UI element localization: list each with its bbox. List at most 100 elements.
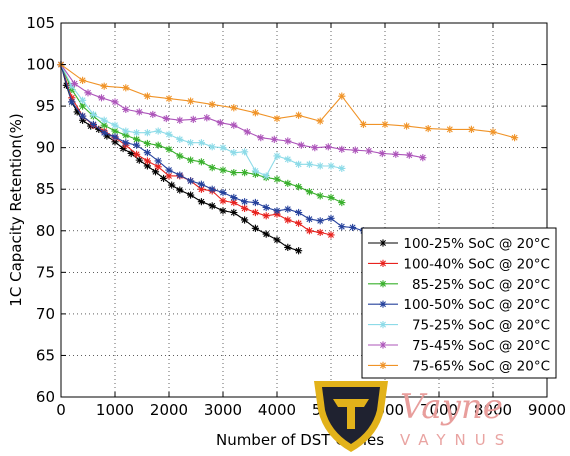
- watermark-shield-icon: [314, 381, 388, 452]
- axis-ticks: 0100020003000400050006000700080009000606…: [26, 14, 566, 419]
- legend-swatch-marker: [379, 280, 387, 288]
- legend-swatch-marker: [379, 300, 387, 308]
- data-point: [338, 145, 346, 153]
- data-point: [273, 207, 281, 215]
- y-tick-label: 70: [36, 305, 55, 323]
- series-layer: [57, 60, 519, 255]
- data-point: [79, 96, 87, 104]
- data-point: [165, 95, 173, 103]
- data-point: [208, 202, 216, 210]
- data-point: [143, 157, 151, 165]
- data-point: [295, 247, 303, 255]
- legend-label: 100-40% SoC @ 20°C: [403, 256, 550, 272]
- data-point: [403, 122, 411, 130]
- legend-label: 100-50% SoC @ 20°C: [403, 297, 550, 313]
- data-point: [133, 135, 141, 143]
- data-point: [305, 188, 313, 196]
- data-point: [95, 125, 103, 133]
- series-line: [60, 64, 299, 252]
- y-tick-label: 95: [36, 97, 55, 115]
- series-7: [57, 60, 519, 142]
- data-point: [305, 227, 313, 235]
- series-4: [57, 60, 367, 235]
- data-point: [143, 92, 151, 100]
- x-tick-label: 8000: [474, 401, 512, 419]
- data-point: [378, 149, 386, 158]
- data-point: [79, 76, 87, 84]
- legend-swatch-marker: [379, 259, 387, 267]
- watermark-subtitle: VAYNUS: [400, 431, 513, 449]
- data-point: [327, 214, 335, 222]
- data-point: [111, 138, 119, 146]
- legend-label: 100-25% SoC @ 20°C: [403, 236, 550, 252]
- data-point: [176, 135, 184, 143]
- data-point: [262, 230, 270, 238]
- data-point: [154, 157, 162, 165]
- data-point: [324, 143, 332, 151]
- data-point: [100, 121, 108, 129]
- data-point: [111, 127, 119, 135]
- data-point: [219, 207, 227, 215]
- data-point: [143, 149, 151, 157]
- data-point: [511, 134, 519, 142]
- data-point: [165, 145, 173, 153]
- data-point: [230, 193, 238, 202]
- data-point: [111, 98, 119, 106]
- data-point: [100, 116, 108, 124]
- data-point: [68, 98, 76, 106]
- data-point: [230, 149, 238, 157]
- data-point: [197, 185, 205, 193]
- data-point: [338, 92, 346, 100]
- data-point: [316, 228, 324, 237]
- y-tick-label: 75: [36, 263, 55, 281]
- data-point: [230, 169, 238, 177]
- data-point: [122, 105, 130, 114]
- data-point: [241, 216, 249, 224]
- data-point: [311, 144, 319, 152]
- data-point: [467, 125, 475, 133]
- data-point: [208, 100, 216, 109]
- data-point: [154, 141, 162, 149]
- data-point: [187, 156, 195, 164]
- data-point: [68, 94, 76, 102]
- x-tick-label: 2000: [150, 401, 188, 419]
- data-point: [365, 147, 373, 155]
- data-point: [127, 149, 135, 158]
- data-point: [251, 167, 259, 175]
- data-point: [241, 198, 249, 206]
- x-tick-label: 4000: [258, 401, 296, 419]
- legend-label: 75-65% SoC @ 20°C: [412, 358, 550, 374]
- data-point: [143, 139, 151, 148]
- data-point: [208, 185, 216, 193]
- data-point: [273, 236, 281, 244]
- data-point: [135, 156, 143, 164]
- legend-label: 85-25% SoC @ 20°C: [412, 277, 550, 293]
- data-point: [73, 108, 81, 116]
- data-point: [338, 198, 346, 207]
- y-tick-label: 80: [36, 222, 55, 240]
- data-point: [103, 132, 111, 140]
- data-point: [230, 121, 238, 129]
- data-point: [230, 104, 238, 112]
- legend: 100-25% SoC @ 20°C 100-40% SoC @ 20°C 85-2…: [361, 227, 557, 379]
- data-point: [160, 174, 168, 183]
- data-point: [262, 172, 270, 180]
- data-point: [197, 180, 205, 188]
- data-point: [349, 223, 357, 232]
- legend-item: 100-50% SoC @ 20°C: [368, 297, 550, 313]
- data-point: [133, 141, 141, 149]
- y-tick-label: 90: [36, 139, 55, 157]
- data-point: [143, 162, 151, 170]
- y-tick-label: 85: [36, 180, 55, 198]
- data-point: [381, 120, 389, 128]
- watermark: Vayne VAYNUS: [314, 381, 513, 452]
- data-point: [270, 135, 278, 143]
- data-point: [165, 166, 173, 174]
- data-point: [424, 124, 432, 133]
- data-point: [111, 133, 119, 141]
- data-point: [284, 243, 292, 251]
- data-point: [295, 160, 303, 168]
- series-3: [57, 60, 346, 207]
- data-point: [284, 137, 292, 145]
